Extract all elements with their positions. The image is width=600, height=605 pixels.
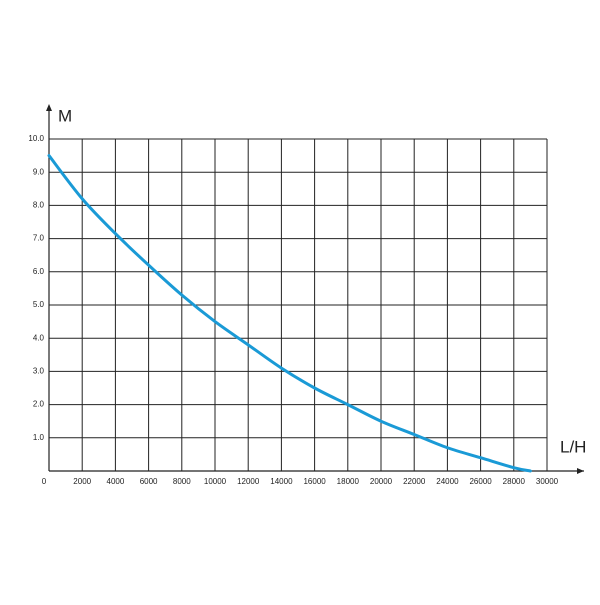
x-tick-label: 14000	[270, 477, 293, 486]
line-series	[47, 154, 532, 473]
y-axis-arrow	[46, 104, 52, 111]
y-tick-label: 3.0	[33, 367, 45, 376]
x-tick-label: 20000	[370, 477, 393, 486]
x-tick-label: 0	[42, 477, 47, 486]
x-tick-label: 10000	[204, 477, 227, 486]
x-tick-label: 30000	[536, 477, 559, 486]
y-tick-label: 5.0	[33, 300, 45, 309]
y-tick-label: 4.0	[33, 333, 45, 342]
y-tick-label: 1.0	[33, 433, 45, 442]
x-tick-label: 16000	[303, 477, 326, 486]
x-tick-label: 18000	[337, 477, 360, 486]
x-tick-label: 26000	[469, 477, 492, 486]
y-tick-label: 7.0	[33, 234, 45, 243]
x-tick-label: 24000	[436, 477, 459, 486]
y-tick-label: 8.0	[33, 201, 45, 210]
x-tick-label: 4000	[107, 477, 125, 486]
x-axis-arrow	[577, 468, 584, 474]
y-tick-label: 9.0	[33, 167, 45, 176]
x-tick-label: 12000	[237, 477, 260, 486]
x-axis-title: L/H	[560, 437, 586, 456]
y-tick-label: 6.0	[33, 267, 45, 276]
x-tick-label: 6000	[140, 477, 158, 486]
x-tick-label: 22000	[403, 477, 426, 486]
y-tick-label: 2.0	[33, 400, 45, 409]
x-tick-label: 2000	[73, 477, 91, 486]
x-tick-label: 8000	[173, 477, 191, 486]
grid	[48, 138, 548, 471]
y-tick-label: 10.0	[28, 134, 44, 143]
y-axis-title: M	[58, 106, 72, 125]
x-tick-label: 28000	[503, 477, 526, 486]
